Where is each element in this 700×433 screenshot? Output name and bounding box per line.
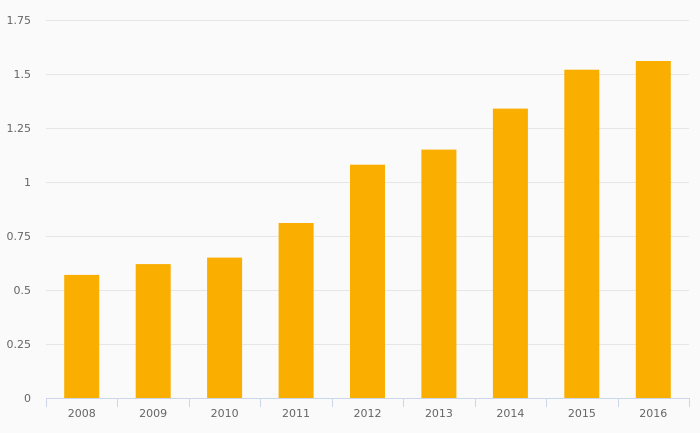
bar-2009[interactable] <box>135 264 171 398</box>
x-tick-label: 2015 <box>568 407 596 420</box>
bar-2016[interactable] <box>635 61 671 398</box>
x-tick-label: 2009 <box>139 407 167 420</box>
x-tick-label: 2010 <box>211 407 239 420</box>
x-tick-label: 2012 <box>354 407 382 420</box>
x-axis-tick-labels: 2008 2009 2010 2011 2012 2013 2014 2015 2016 <box>68 407 668 420</box>
x-tick-label: 2011 <box>282 407 310 420</box>
y-tick-label: 0 <box>24 392 31 405</box>
x-tick-label: 2013 <box>425 407 453 420</box>
x-tick-label: 2014 <box>496 407 524 420</box>
x-tick-label: 2016 <box>639 407 667 420</box>
bar-2014[interactable] <box>492 108 528 398</box>
y-tick-label: 1.75 <box>7 14 32 27</box>
y-tick-label: 1 <box>24 176 31 189</box>
bar-2010[interactable] <box>207 257 243 398</box>
y-tick-label: 0.75 <box>7 230 32 243</box>
bar-2008[interactable] <box>64 274 100 398</box>
bars <box>64 61 671 398</box>
y-axis-tick-labels: 0 0.25 0.5 0.75 1 1.25 1.5 1.75 <box>7 14 32 405</box>
y-tick-label: 1.25 <box>7 122 32 135</box>
y-tick-label: 0.25 <box>7 338 32 351</box>
y-tick-label: 1.5 <box>14 68 32 81</box>
bar-2013[interactable] <box>421 149 457 398</box>
bar-2015[interactable] <box>564 69 600 398</box>
x-axis <box>46 398 690 407</box>
bar-2012[interactable] <box>350 164 385 398</box>
x-tick-label: 2008 <box>68 407 96 420</box>
bar-2011[interactable] <box>278 223 314 398</box>
y-tick-label: 0.5 <box>14 284 32 297</box>
